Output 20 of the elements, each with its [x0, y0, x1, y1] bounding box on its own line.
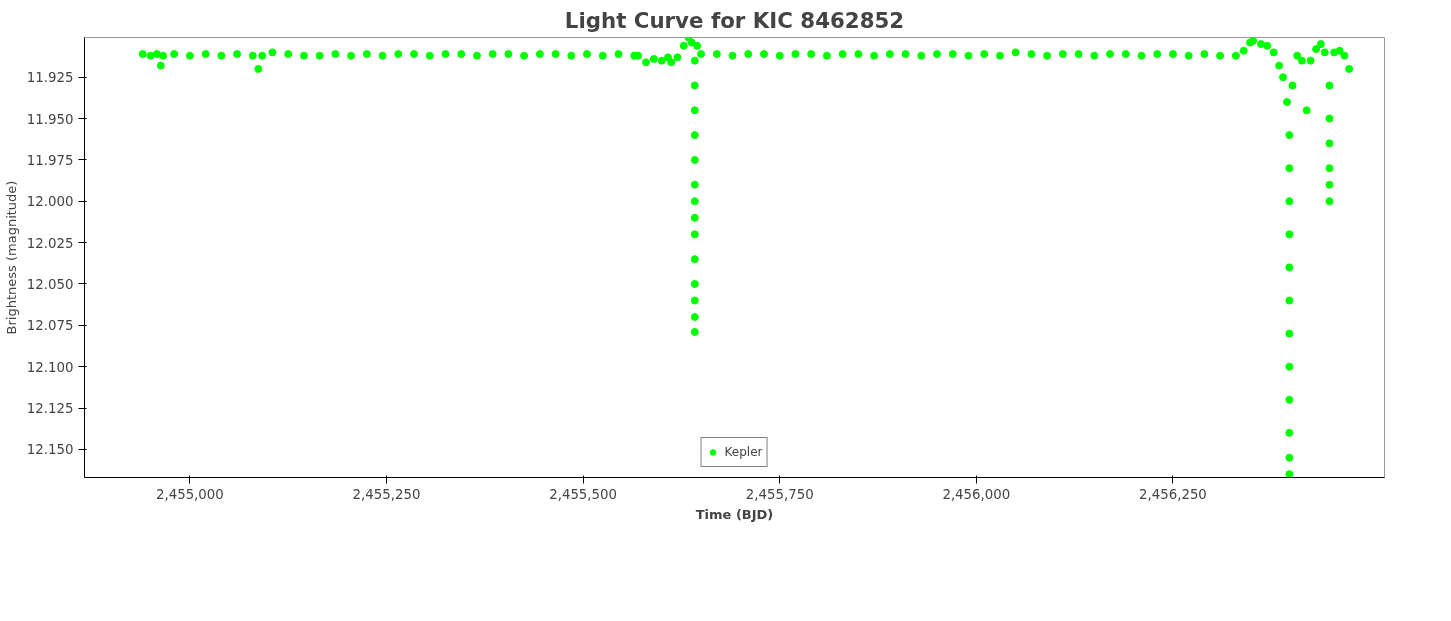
x-tick-label: 2,455,250 — [352, 486, 421, 502]
y-tick-label: 12.150 — [26, 442, 74, 458]
y-tick-label: 12.075 — [26, 318, 74, 334]
x-tick-label: 2,455,750 — [745, 486, 814, 502]
y-tick-label: 12.125 — [26, 401, 74, 417]
y-tick-label: 12.050 — [26, 276, 74, 292]
chart-title: Light Curve for KIC 8462852 — [564, 7, 905, 33]
x-tick-label: 2,456,000 — [942, 486, 1011, 502]
y-tick-label: 12.000 — [26, 194, 74, 210]
y-tick-label: 11.975 — [26, 152, 74, 168]
legend-label: Kepler — [724, 445, 763, 459]
y-tick-label: 12.025 — [26, 235, 74, 251]
x-tick-label: 2,456,250 — [1139, 486, 1207, 502]
y-axis-title: Brightness (magnitude) — [3, 180, 19, 335]
x-tick-label: 2,455,500 — [549, 486, 618, 502]
y-tick-label: 12.100 — [26, 359, 74, 375]
y-tick-label: 11.950 — [26, 111, 74, 127]
x-tick-label: 2,455,000 — [155, 486, 224, 502]
x-axis-title: Time (BJD) — [695, 506, 774, 522]
y-tick-label: 11.925 — [26, 70, 74, 86]
